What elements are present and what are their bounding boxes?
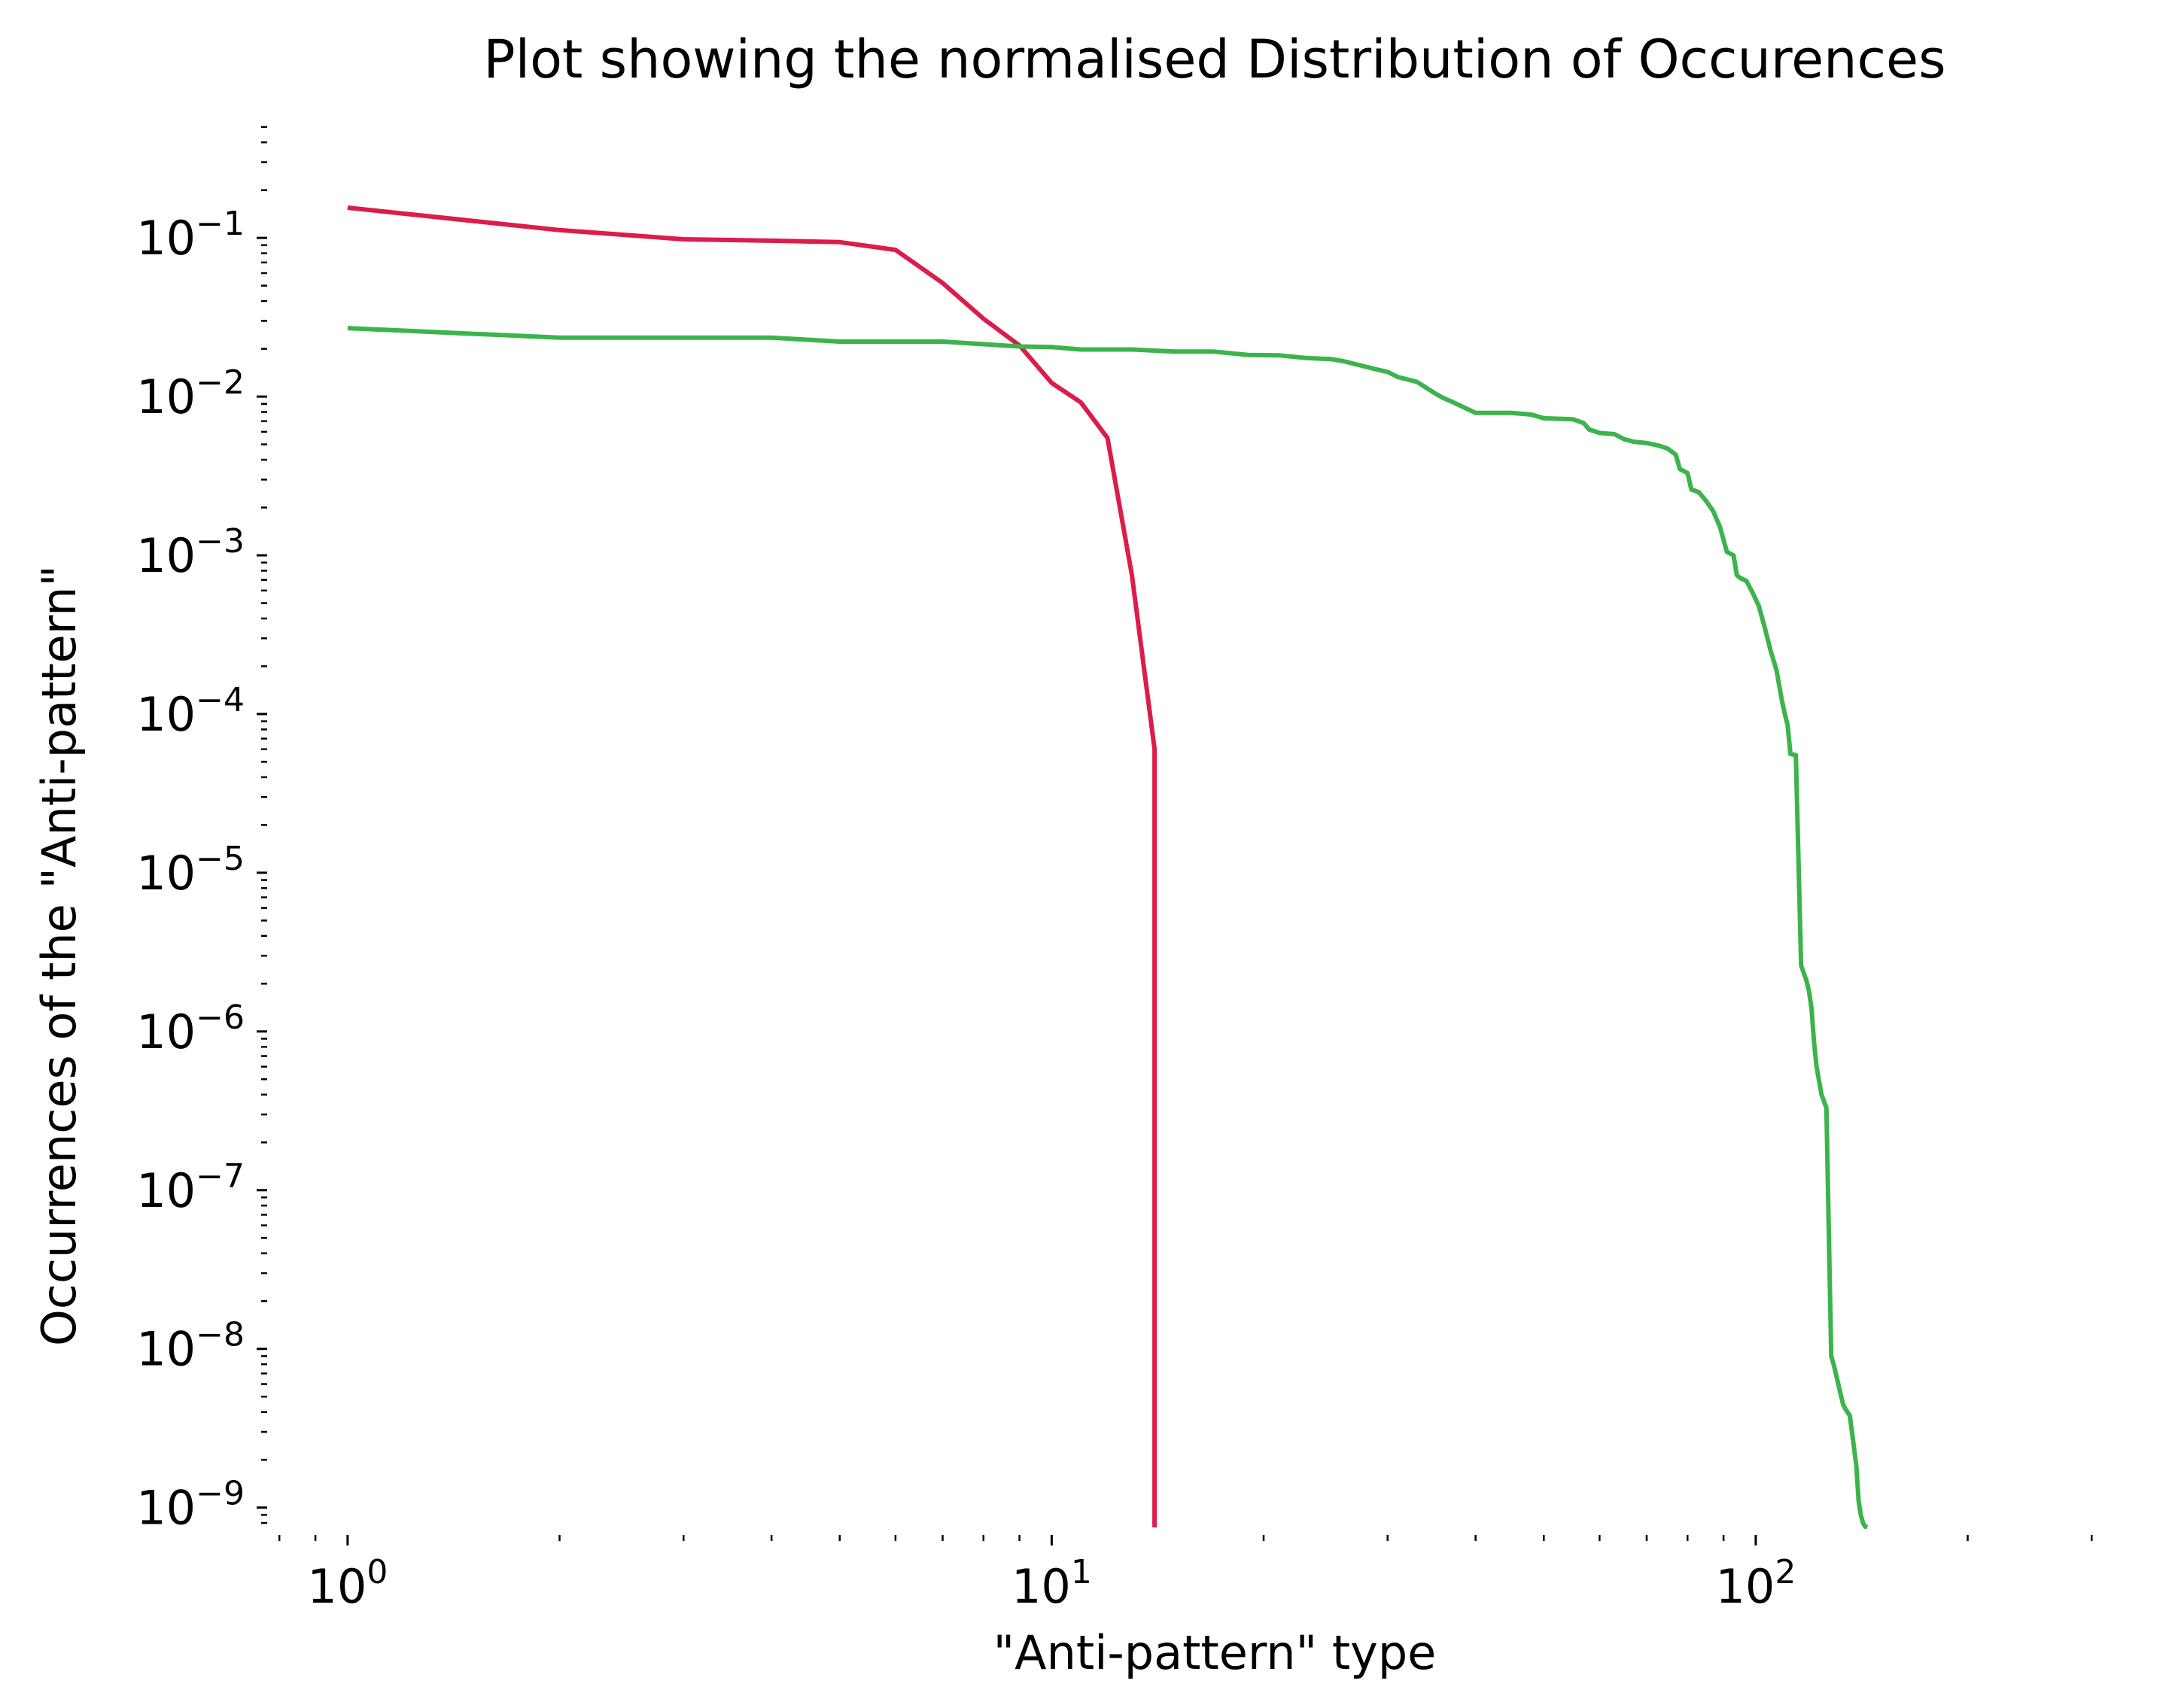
series-line-1 bbox=[347, 205, 1157, 1527]
y-tick-label: 10−6 bbox=[136, 998, 245, 1059]
x-tick-label: 102 bbox=[1715, 1553, 1796, 1614]
x-tick-label: 101 bbox=[1011, 1553, 1092, 1614]
x-axis: 100 101 102 bbox=[278, 1535, 2093, 1614]
y-tick-label: 10−4 bbox=[136, 681, 245, 742]
y-tick-label: 10−8 bbox=[136, 1316, 245, 1377]
y-tick-label: 10−5 bbox=[136, 840, 245, 901]
y-tick-label: 10−1 bbox=[136, 205, 245, 266]
x-axis-label: "Anti-pattern" type bbox=[993, 1625, 1437, 1680]
y-axis-label: Occurrences of the "Anti-pattern" bbox=[32, 565, 87, 1346]
y-axis: 10−1 10−2 10−3 10−4 10−5 10−6 10−7 10−8 10−9 bbox=[136, 126, 267, 1536]
y-tick-label: 10−7 bbox=[136, 1157, 245, 1218]
chart-title: Plot showing the normalised Distribution… bbox=[483, 29, 1945, 90]
y-tick-label: 10−3 bbox=[136, 522, 245, 583]
plot-area bbox=[347, 205, 1869, 1529]
x-tick-label: 100 bbox=[307, 1553, 388, 1614]
y-tick-label: 10−9 bbox=[136, 1475, 245, 1536]
series-line-2 bbox=[347, 326, 1869, 1529]
y-tick-label: 10−2 bbox=[136, 363, 245, 424]
